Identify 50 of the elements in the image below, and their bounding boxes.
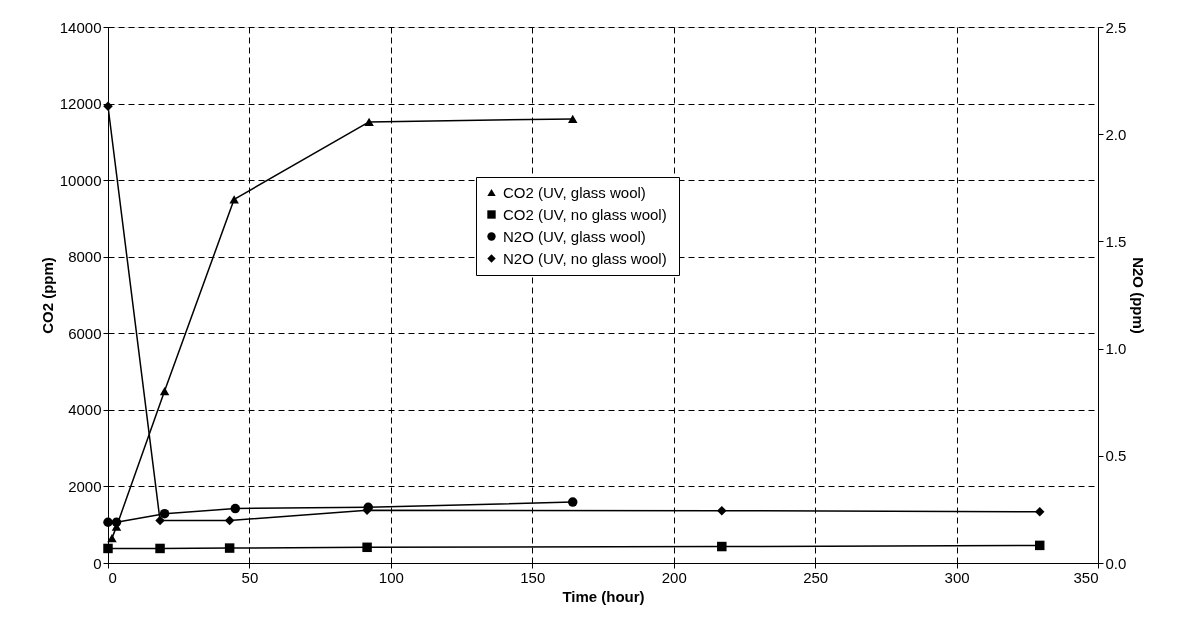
y-tick-label: 4000 [68,401,102,419]
y-tick-label: 14000 [59,18,102,36]
point [362,542,372,553]
point [155,543,165,554]
point [107,534,117,543]
y-axis-title: CO2 (ppm) [38,257,56,334]
point [230,503,241,514]
y2-tick-label: 1.5 [1105,232,1127,250]
y-tick-label: 8000 [68,248,102,266]
legend-label: CO2 (UV, glass wool) [503,183,646,201]
point [567,497,578,507]
x-tick-label: 200 [661,568,687,586]
x-tick-label: 150 [520,568,546,586]
point [159,386,170,396]
legend-label: CO2 (UV, no glass wool) [503,205,667,223]
legend-label: N2O (UV, no glass wool) [503,249,667,267]
point [155,515,165,526]
point [717,541,727,552]
y-tick-label: 6000 [68,324,102,342]
point [364,117,374,127]
y-tick-label: 0 [93,554,102,572]
x-axis-title: Time (hour) [562,587,645,605]
point [224,543,235,553]
y2-tick-label: 2.0 [1105,125,1127,143]
point [224,515,235,526]
point [717,505,727,516]
point [1034,507,1045,517]
point [103,517,113,527]
y-tick-label: 12000 [59,95,102,113]
y2-axis-title: N2O (ppm) [1130,257,1148,334]
x-tick-label: 100 [378,568,404,586]
point [229,195,239,204]
point [103,543,113,554]
x-tick-label: 350 [1073,568,1099,586]
point [567,114,578,123]
y2-tick-label: 0.0 [1105,554,1127,572]
legend-label: N2O (UV, glass wool) [503,227,646,245]
y2-tick-label: 2.5 [1105,18,1127,36]
y2-tick-label: 0.5 [1105,447,1127,465]
y-tick-label: 10000 [59,171,102,189]
x-tick-label: 0 [108,568,117,586]
point [111,517,122,527]
point [103,101,113,112]
x-tick-label: 50 [241,568,259,586]
y-tick-label: 2000 [68,477,102,495]
x-tick-label: 250 [803,568,829,586]
x-tick-label: 300 [944,568,970,586]
y2-tick-label: 1.0 [1105,340,1127,358]
point [159,508,170,519]
point [1034,540,1045,551]
